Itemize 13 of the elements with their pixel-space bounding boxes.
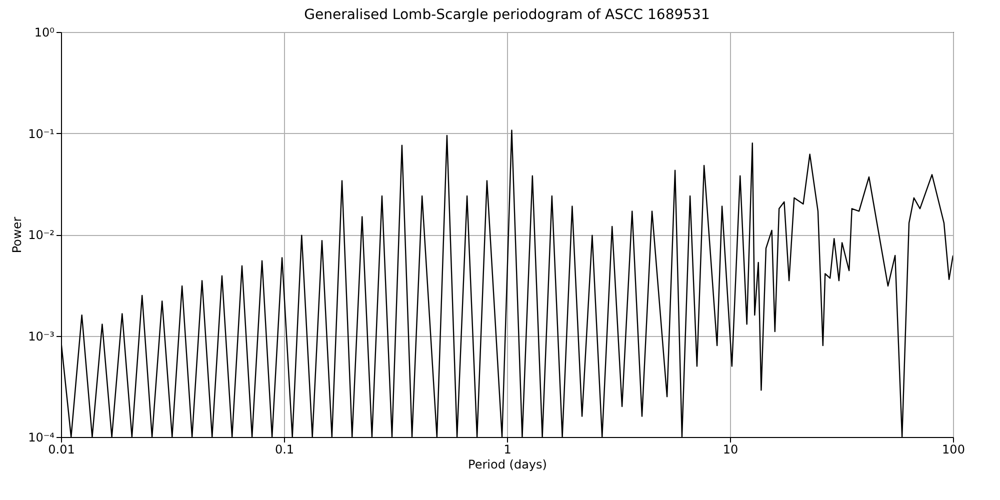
y-axis-title: Power [10,216,24,254]
y-tick-label: 10⁻² [28,228,55,242]
y-tick-label: 10⁻³ [28,329,55,344]
x-tick-label: 1 [504,442,512,456]
y-tick-label: 10⁰ [34,26,55,40]
y-tick-label: 10⁻¹ [28,126,55,141]
x-tick-label: 0.01 [48,442,75,456]
x-tick-label: 100 [942,442,965,456]
y-tick-label: 10⁻⁴ [28,430,55,444]
x-tick-label: 0.1 [274,442,294,456]
chart-title: Generalised Lomb-Scargle periodogram of ASCC 1689531 [304,7,710,23]
x-axis-title: Period (days) [468,458,547,472]
x-tick-label: 10 [722,442,738,456]
